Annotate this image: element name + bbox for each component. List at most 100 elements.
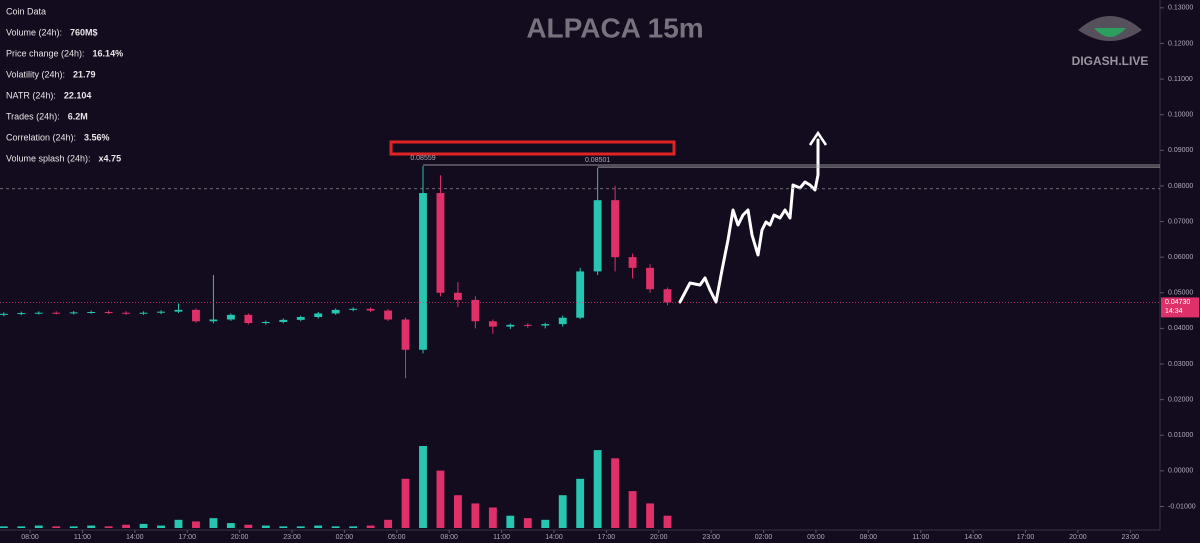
volume-bar [209,518,218,528]
candle-body [209,319,218,322]
coin-data-label: NATR (24h): [6,90,56,100]
y-tick-label: 0.03000 [1168,361,1193,368]
y-tick-label: 0.07000 [1168,218,1193,225]
candle-body [174,309,183,312]
last-price-label: 0.04730 [1165,299,1190,306]
volume-bar [593,450,602,528]
volume-bar [401,478,410,528]
volume-bar [104,526,113,528]
x-tick-label: 17:00 [598,534,616,541]
candle-body [453,292,462,300]
volume-bar [314,525,323,528]
x-tick-label: 11:00 [74,534,91,541]
candle-body [436,193,445,293]
coin-data-label: Volatility (24h): [6,69,65,79]
last-price-box [1161,297,1199,318]
candle-body [576,271,585,318]
x-tick-label: 08:00 [860,534,878,541]
candle-body [419,193,427,350]
candle-body [104,312,113,314]
x-tick-label: 02:00 [755,534,773,541]
volume-bar [436,470,445,528]
y-tick-label: 0.12000 [1168,40,1193,47]
x-tick-label: 20:00 [1069,534,1087,541]
volume-bar [87,525,96,528]
x-tick-label: 08:00 [440,534,458,541]
x-tick-label: 14:00 [964,534,982,541]
volume-bar [52,526,61,528]
volume-bar [296,526,305,528]
x-tick-label: 20:00 [650,534,668,541]
x-tick-label: 05:00 [807,534,825,541]
x-tick-label: 14:00 [545,534,563,541]
candle-body [471,299,480,322]
y-tick-label: 0.08000 [1168,183,1193,190]
volume-bar [157,525,165,528]
y-tick-label: 0.13000 [1168,5,1193,12]
candle-body [523,324,532,326]
candle-body [69,312,78,314]
candle-body [506,324,515,327]
volume-bar [174,519,183,528]
volume-bar [331,526,340,528]
volume-bar [192,521,200,528]
x-tick-label: 23:00 [702,534,720,541]
chart-title: ALPACA 15m [526,12,703,43]
x-tick-label: 02:00 [336,534,354,541]
candle-body [0,313,8,315]
volume-bar [471,503,480,528]
candle-body [611,200,620,258]
candle-body [663,289,672,303]
y-tick-label: 0.02000 [1168,396,1193,403]
volume-bar [366,525,375,528]
candle-body [384,310,392,320]
coin-data-value: 3.56% [84,132,110,142]
x-tick-label: 17:00 [178,534,196,541]
x-tick-label: 14:00 [126,534,144,541]
candle-body [192,309,200,322]
y-tick-label: 0.01000 [1168,432,1193,439]
x-tick-label: 05:00 [388,534,406,541]
volume-bar [349,526,358,528]
coin-data-value: x4.75 [99,153,122,163]
candle-body [244,314,253,324]
coin-data-label: Correlation (24h): [6,132,76,142]
volume-bar [576,478,585,528]
volume-bar [139,523,148,528]
logo [1078,16,1142,41]
y-tick-label: 0.10000 [1168,112,1193,119]
volume-bar [506,515,515,528]
watermark: DIGASH.LIVE [1072,54,1149,68]
volume-bar [122,524,131,528]
coin-data-value: 6.2M [68,111,88,121]
candle-body [331,309,340,314]
coin-data-label: Trades (24h): [6,111,60,121]
y-tick-label: 0.06000 [1168,254,1193,261]
volume-bar [384,519,392,528]
candle-body [296,317,305,320]
volume-bar [558,495,567,528]
coin-data-value: 22.104 [64,90,92,100]
y-tick-label: 0.11000 [1168,76,1193,83]
x-tick-label: 08:00 [21,534,39,541]
y-tick-label: 0.09000 [1168,147,1193,154]
x-tick-label: 23:00 [1122,534,1140,541]
x-tick-label: 23:00 [283,534,301,541]
candle-body [122,312,131,314]
candle-body [226,314,235,320]
candle-body [401,319,410,350]
volume-bar [17,526,26,528]
y-tick-label: -0.01000 [1168,503,1196,510]
candle-body [488,321,497,327]
peak-label: 0.08559 [410,155,435,162]
volume-bar [611,458,620,528]
coin-data-value: 21.79 [73,69,96,79]
candle-body [558,317,567,325]
candle-body [366,308,375,311]
volume-bar [34,525,43,528]
volume-bar [663,515,672,528]
x-tick-label: 20:00 [231,534,249,541]
coin-data-label: Price change (24h): [6,48,85,58]
